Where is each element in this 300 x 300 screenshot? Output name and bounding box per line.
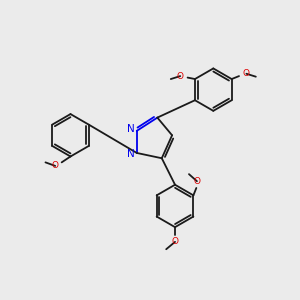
Text: O: O bbox=[243, 69, 250, 78]
Text: O: O bbox=[194, 177, 200, 186]
Text: O: O bbox=[172, 237, 178, 246]
Text: O: O bbox=[52, 161, 59, 170]
Text: N: N bbox=[127, 124, 135, 134]
Text: N: N bbox=[127, 149, 135, 159]
Text: O: O bbox=[177, 72, 184, 81]
